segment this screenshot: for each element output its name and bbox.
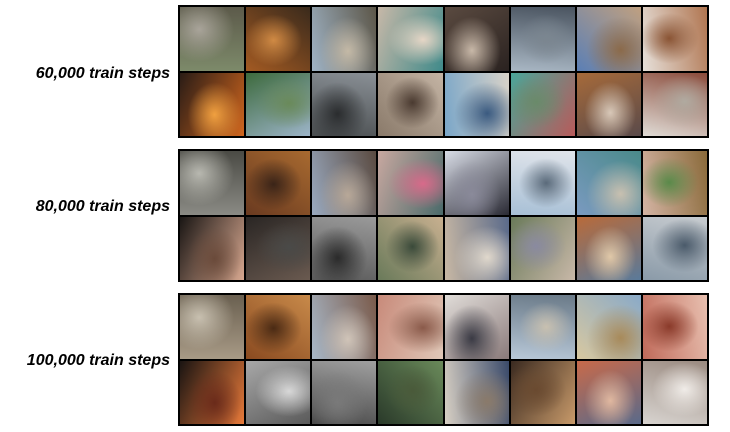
- tile-shop-interior: [576, 216, 641, 280]
- tile-cooked-food: [180, 216, 245, 280]
- tile-shoes-pink: [378, 151, 443, 215]
- sample-grid-80000: [178, 149, 709, 282]
- tile-dark-vehicle: [246, 216, 311, 280]
- tile-market-scene: [378, 216, 443, 280]
- tile-tennis-player: [444, 72, 509, 136]
- tile-colorful-scene: [510, 72, 575, 136]
- tile-bw-vehicles: [312, 360, 377, 424]
- sample-grid-100000: [178, 293, 709, 426]
- tile-city-building: [576, 151, 641, 215]
- tile-street-building: [312, 72, 377, 136]
- tile-animals-ground: [180, 151, 245, 215]
- tile-dark-food: [510, 360, 575, 424]
- tile-living-room: [246, 151, 311, 215]
- tile-person-sitting: [444, 295, 509, 359]
- tile-animal-field: [180, 7, 245, 71]
- tile-shoe-hand: [378, 295, 443, 359]
- tile-jet-airfield: [510, 295, 575, 359]
- tile-herd-field: [180, 295, 245, 359]
- tile-office-desk: [576, 72, 641, 136]
- tile-gym-room: [246, 7, 311, 71]
- tile-people-street: [312, 151, 377, 215]
- tile-group-people: [312, 295, 377, 359]
- tile-blurry-food: [510, 216, 575, 280]
- sample-grid-60000: [178, 5, 709, 138]
- row-label-60000: 60,000 train steps: [35, 65, 170, 82]
- tile-tower-building: [576, 7, 641, 71]
- tile-bedroom: [642, 72, 707, 136]
- tile-airplane-runway: [510, 7, 575, 71]
- tile-people-outdoors: [312, 7, 377, 71]
- row-label-80000: 80,000 train steps: [35, 198, 170, 215]
- tile-man-outdoors: [444, 360, 509, 424]
- tile-meat-plate: [642, 295, 707, 359]
- tile-bed-pillows: [642, 360, 707, 424]
- tile-pan-food: [180, 72, 245, 136]
- tile-orange-food: [180, 360, 245, 424]
- tile-bw-street: [312, 216, 377, 280]
- tile-crowded-room: [576, 360, 641, 424]
- tile-car-plants: [246, 72, 311, 136]
- tile-person-road: [444, 216, 509, 280]
- tile-food-plate: [642, 7, 707, 71]
- tile-person-dark-room: [444, 7, 509, 71]
- tile-man-laptop: [444, 151, 509, 215]
- tile-toilet-room: [246, 360, 311, 424]
- tile-kitchen: [246, 295, 311, 359]
- tile-tree-foliage: [378, 360, 443, 424]
- tile-airplane-sky: [510, 151, 575, 215]
- tile-ornate-building: [576, 295, 641, 359]
- tile-cat-closeup: [378, 72, 443, 136]
- tile-shoe-closeup: [378, 7, 443, 71]
- row-label-100000: 100,000 train steps: [26, 352, 170, 369]
- tile-room-bed: [642, 216, 707, 280]
- tile-salad-plate: [642, 151, 707, 215]
